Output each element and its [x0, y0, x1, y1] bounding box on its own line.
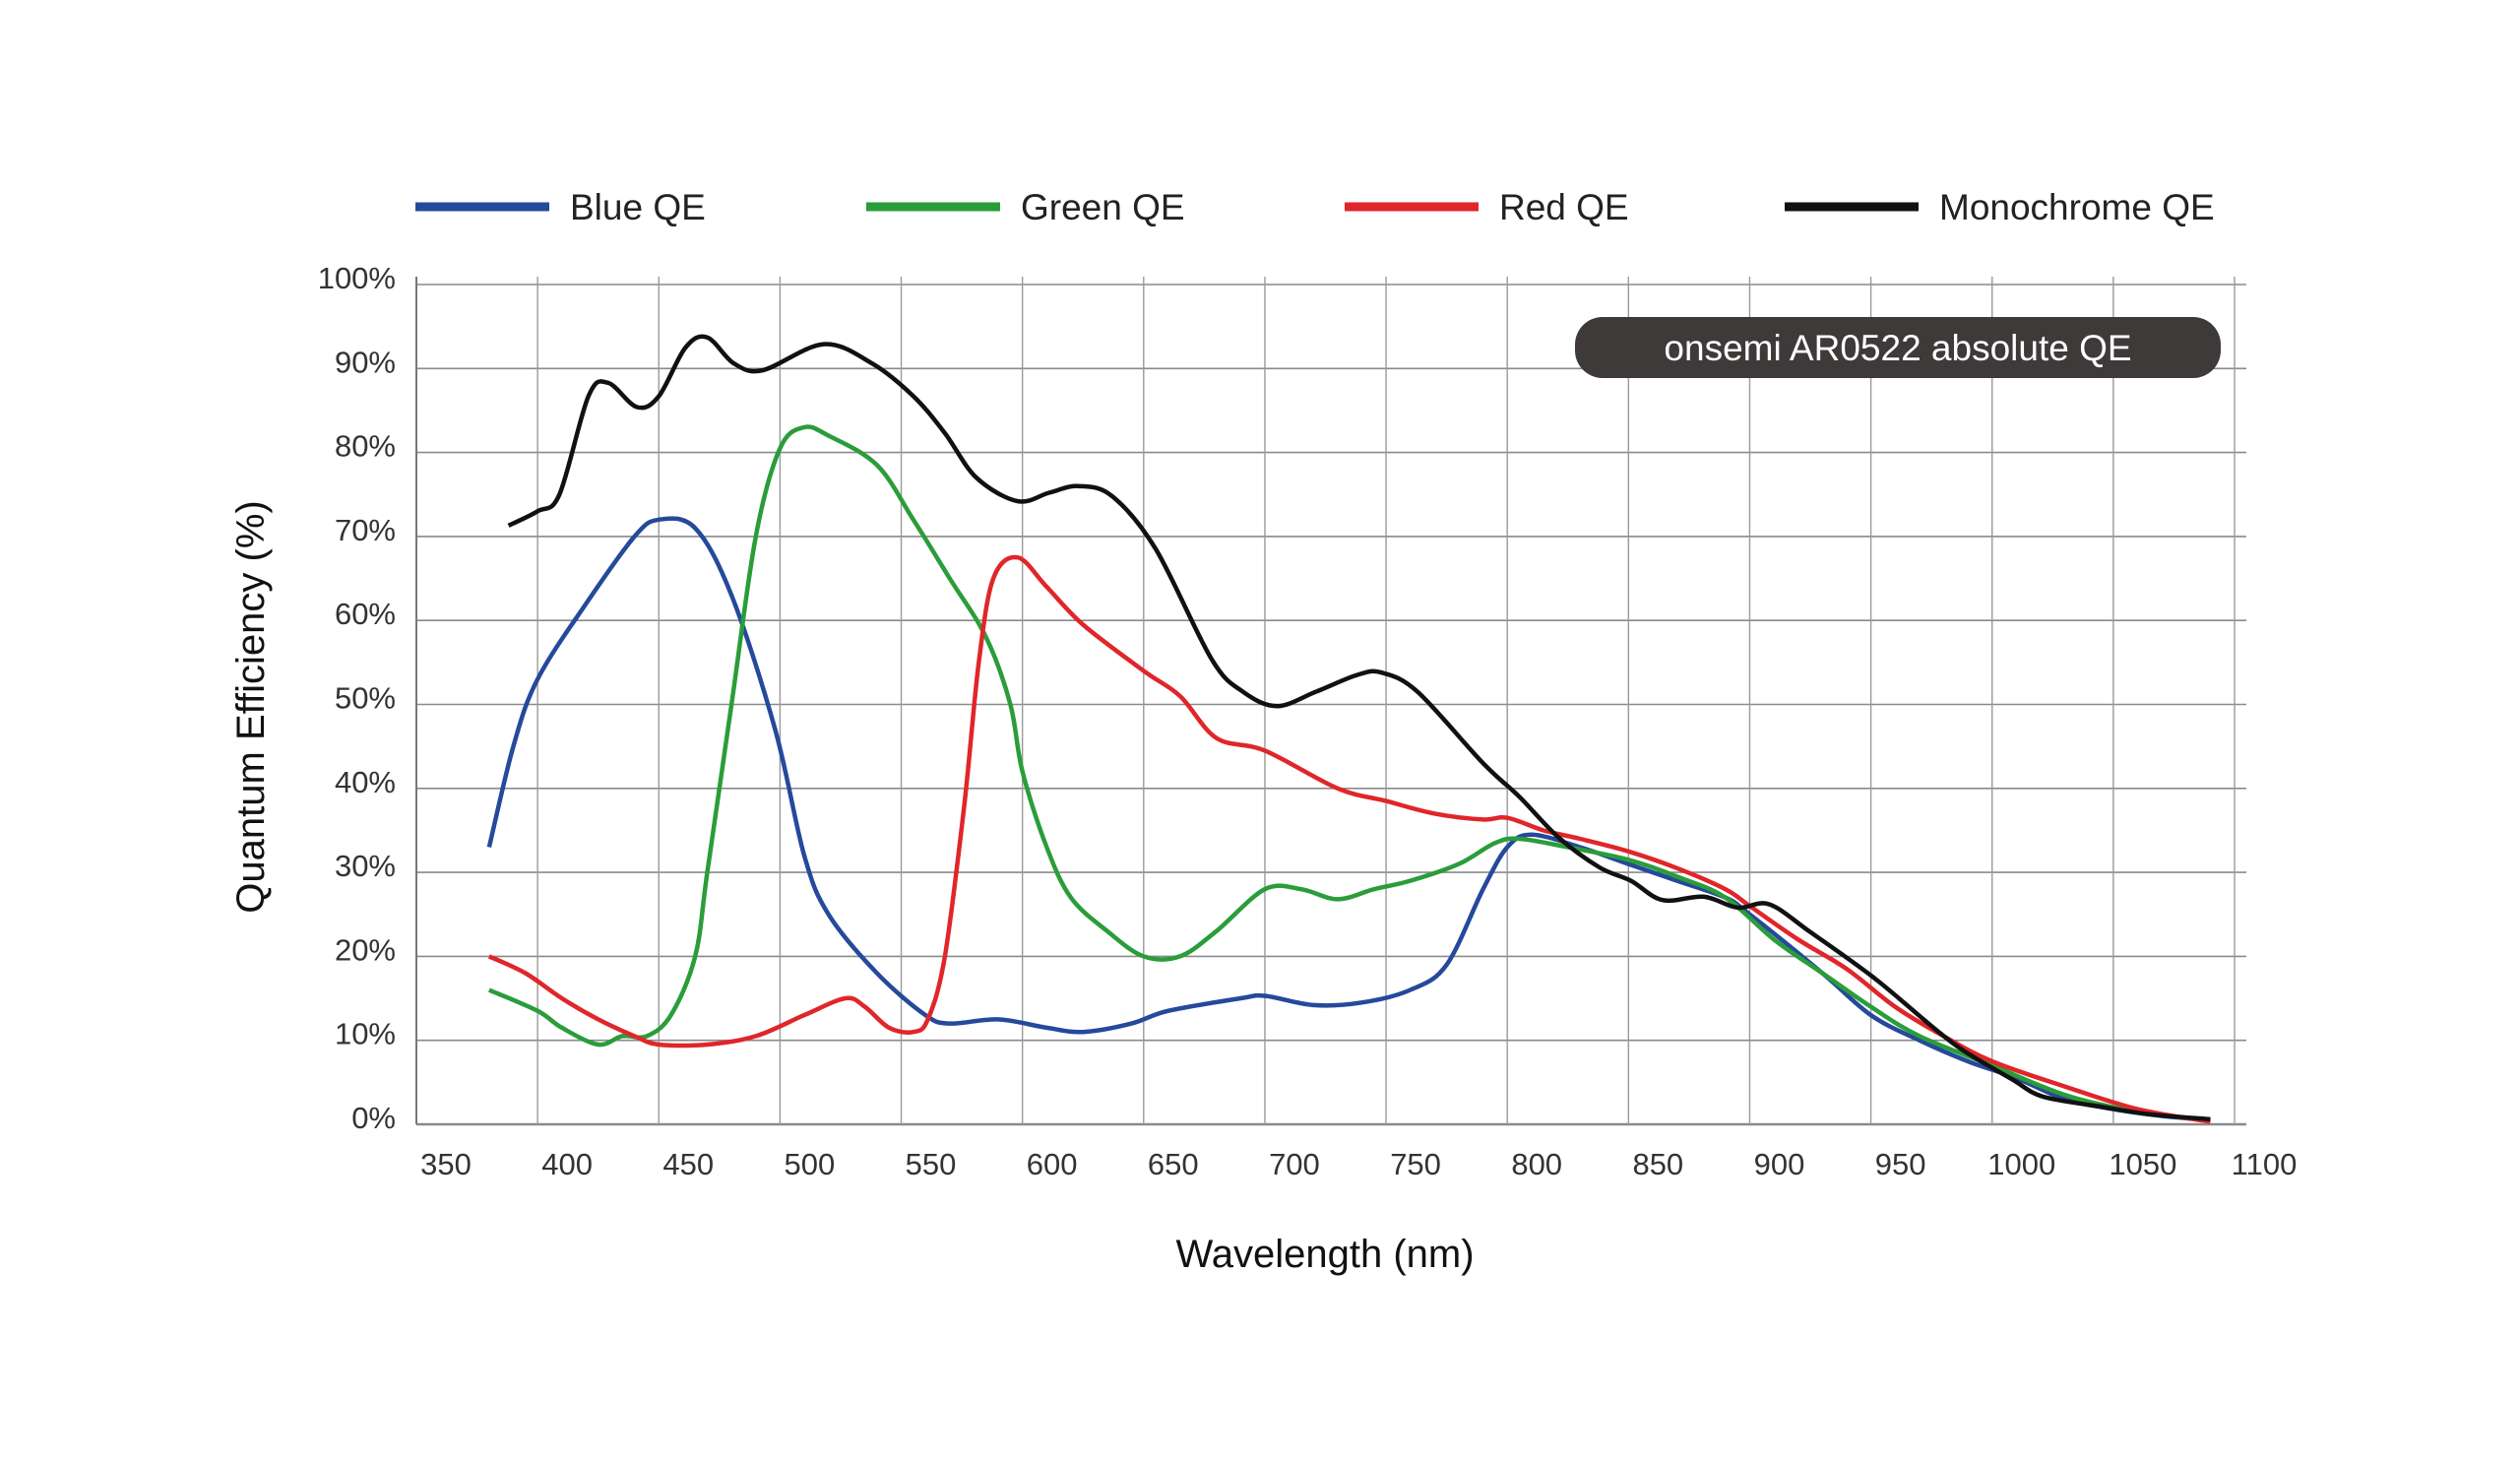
x-tick-label: 950 — [1875, 1147, 1926, 1181]
legend-label-red-qe: Red QE — [1499, 187, 1629, 227]
series-line-red-qe — [487, 554, 2211, 1124]
y-tick-label: 90% — [335, 345, 396, 379]
y-tick-label: 60% — [335, 597, 396, 631]
legend-label-green-qe: Green QE — [1021, 187, 1185, 227]
x-tick-label: 600 — [1027, 1147, 1078, 1181]
series-lines — [486, 334, 2211, 1124]
y-tick-label: 0% — [351, 1101, 396, 1135]
y-tick-label: 30% — [335, 849, 396, 883]
x-tick-label: 350 — [420, 1147, 472, 1181]
annotation-badge: onsemi AR0522 absolute QE — [1575, 317, 2221, 378]
x-tick-label: 850 — [1632, 1147, 1683, 1181]
y-tick-label: 40% — [335, 765, 396, 799]
x-tick-label: 450 — [662, 1147, 714, 1181]
x-axis-label: Wavelength (nm) — [1175, 1233, 1474, 1276]
series-line-green-qe — [487, 424, 2211, 1122]
y-tick-label: 10% — [335, 1017, 396, 1051]
x-tick-label: 900 — [1754, 1147, 1805, 1181]
x-tick-label: 550 — [906, 1147, 957, 1181]
y-tick-label: 70% — [335, 513, 396, 547]
x-tick-label: 1050 — [2109, 1147, 2176, 1181]
x-tick-label: 650 — [1148, 1147, 1199, 1181]
y-tick-label: 20% — [335, 932, 396, 967]
y-tick-label: 80% — [335, 429, 396, 464]
legend-label-monochrome-qe: Monochrome QE — [1939, 187, 2215, 227]
y-tick-label: 100% — [318, 261, 396, 295]
series-line-monochrome-qe — [507, 334, 2211, 1122]
x-tick-label: 1000 — [1987, 1147, 2055, 1181]
x-tick-label: 800 — [1511, 1147, 1562, 1181]
y-tick-label: 50% — [335, 681, 396, 716]
x-tick-label: 400 — [541, 1147, 593, 1181]
x-tick-labels: 350 400 450 500 550 600 650 700 750 800 850 900 950 1… — [420, 1147, 2297, 1181]
series-line-blue-qe — [486, 516, 2211, 1122]
y-tick-labels: 0% 10% 20% 30% 40% 50% 60% 70% 80% 90% 100% — [318, 261, 396, 1135]
legend: Blue QE Green QE Red QE Monochrome QE — [415, 187, 2215, 227]
annotation-badge-bg — [1575, 317, 2221, 378]
legend-label-blue-qe: Blue QE — [570, 187, 706, 227]
x-tick-label: 500 — [785, 1147, 836, 1181]
annotation-text: onsemi AR0522 absolute QE — [1664, 328, 2131, 368]
x-tick-label: 700 — [1269, 1147, 1320, 1181]
x-tick-label: 750 — [1390, 1147, 1441, 1181]
x-tick-label: 1100 — [2232, 1147, 2298, 1181]
y-axis-label: Quantum Efficiency (%) — [229, 500, 273, 913]
grid — [415, 277, 2246, 1126]
